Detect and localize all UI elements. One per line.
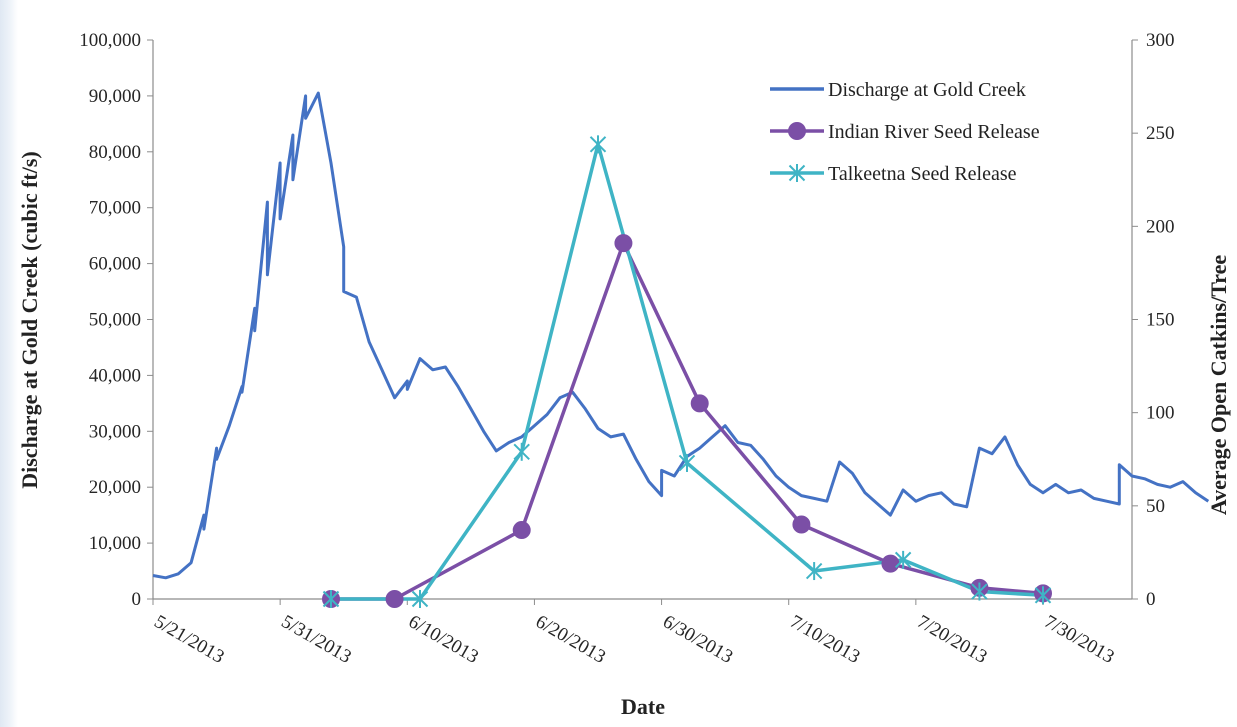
data-point-star — [1034, 586, 1052, 605]
legend-item-talkeetna-seed-release: Talkeetna Seed Release — [770, 163, 1017, 185]
data-point-star — [513, 442, 530, 461]
left-y-tick-label: 60,000 — [89, 254, 141, 275]
series-line-discharge-at-gold-creek — [152, 91, 1210, 580]
data-point-circle — [385, 590, 404, 608]
right-y-tick-label: 250 — [1146, 123, 1175, 144]
right-y-tick-label: 50 — [1146, 496, 1165, 517]
data-point-star — [322, 590, 340, 608]
legend: Discharge at Gold Creek Indian River Seed… — [770, 79, 1040, 185]
legend-item-indian-river-seed-release: Indian River Seed Release — [770, 121, 1040, 143]
x-tick-label: 6/10/2013 — [405, 611, 482, 668]
x-axis-title: Date — [621, 694, 665, 719]
data-point-star — [788, 164, 806, 182]
data-point-star — [894, 550, 912, 569]
x-tick-label: 6/30/2013 — [659, 611, 736, 668]
left-y-tick-label: 80,000 — [89, 142, 141, 163]
data-point-circle — [614, 234, 633, 253]
left-y-tick-label: 40,000 — [89, 365, 141, 386]
data-point-circle — [690, 394, 709, 413]
data-point-star — [589, 135, 607, 154]
x-tick-label: 5/31/2013 — [278, 611, 355, 668]
legend-label: Discharge at Gold Creek — [828, 79, 1026, 101]
left-y-tick-label: 30,000 — [89, 421, 141, 442]
right-y-tick-label: 300 — [1146, 30, 1175, 51]
left-y-tick-label: 20,000 — [89, 477, 141, 498]
series-line-indian-river-seed-release — [331, 241, 1044, 601]
legend-item-discharge-at-gold-creek: Discharge at Gold Creek — [770, 79, 1026, 101]
data-point-circle — [788, 122, 806, 140]
right-y-axis-title: Average Open Catkins/Tree — [1206, 255, 1231, 516]
left-y-tick-label: 0 — [132, 589, 142, 610]
x-tick-label: 5/21/2013 — [151, 611, 228, 668]
legend-label: Indian River Seed Release — [828, 121, 1040, 143]
data-point-star — [411, 590, 429, 608]
right-y-tick-label: 200 — [1146, 216, 1175, 237]
legend-label: Talkeetna Seed Release — [828, 163, 1017, 185]
left-y-tick-label: 70,000 — [89, 198, 141, 219]
left-y-tick-label: 100,000 — [79, 30, 141, 51]
left-y-tick-label: 50,000 — [89, 310, 141, 331]
right-y-tick-label: 100 — [1146, 403, 1175, 424]
x-tick-label: 7/20/2013 — [913, 611, 990, 668]
data-point-circle — [881, 554, 900, 573]
left-y-axis-title: Discharge at Gold Creek (cubic ft/s) — [17, 151, 42, 489]
series-line-talkeetna-seed-release — [331, 142, 1044, 601]
data-point-star — [678, 453, 696, 472]
x-tick-label: 7/30/2013 — [1041, 611, 1118, 668]
marker-layer — [322, 135, 1052, 608]
left-y-tick-label: 10,000 — [89, 533, 141, 554]
right-y-tick-label: 150 — [1146, 310, 1175, 331]
data-point-circle — [512, 521, 531, 540]
data-point-circle — [792, 515, 811, 534]
data-point-star — [971, 582, 988, 601]
x-tick-label: 6/20/2013 — [532, 611, 609, 668]
series-layer — [152, 91, 1210, 601]
x-tick-label: 7/10/2013 — [786, 611, 863, 668]
left-y-tick-label: 90,000 — [89, 86, 141, 107]
right-y-tick-label: 0 — [1146, 589, 1156, 610]
data-point-star — [805, 562, 823, 581]
